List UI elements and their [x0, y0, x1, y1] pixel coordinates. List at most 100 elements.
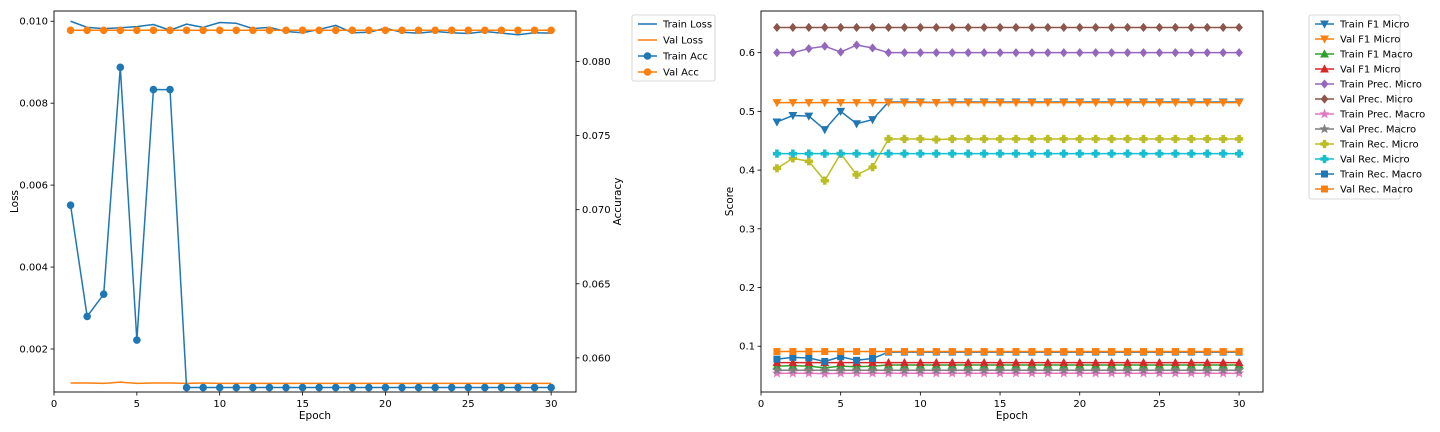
data-point	[1123, 149, 1132, 158]
data-point	[1074, 367, 1085, 378]
data-point	[884, 347, 892, 355]
data-point	[916, 134, 925, 144]
data-point	[1202, 367, 1213, 378]
series-train-loss	[70, 20, 552, 36]
data-point	[884, 48, 893, 58]
data-point	[948, 22, 957, 33]
data-point	[868, 43, 877, 53]
data-point	[1154, 364, 1165, 375]
data-point	[464, 26, 473, 35]
data-point	[789, 48, 797, 58]
data-point	[853, 347, 861, 355]
legend-swatch-marker	[1319, 123, 1330, 134]
legend-swatch-marker	[643, 52, 652, 60]
data-point	[1028, 48, 1036, 58]
data-point	[1091, 48, 1100, 58]
data-point	[1027, 99, 1037, 108]
data-point	[931, 364, 942, 375]
series-train-prec-micro	[773, 40, 1243, 58]
x-tick-label: 25	[462, 399, 475, 410]
data-point	[1170, 367, 1181, 378]
data-point	[1076, 347, 1084, 355]
data-point	[232, 383, 241, 392]
x-tick-label: 10	[914, 399, 927, 410]
legend-swatch-marker	[1320, 139, 1329, 149]
series-train-acc	[66, 63, 555, 392]
x-tick-label: 20	[1073, 399, 1086, 410]
data-point	[1219, 347, 1227, 355]
data-point	[1059, 22, 1068, 33]
data-point	[964, 22, 973, 33]
x-axis: 0 5 10 15 20 25 30	[51, 392, 558, 410]
data-point	[1107, 134, 1116, 144]
legend-swatch-marker	[1320, 49, 1329, 58]
data-point	[837, 347, 845, 355]
data-point	[994, 367, 1006, 378]
data-point	[964, 149, 973, 158]
data-point	[1155, 347, 1163, 355]
data-point	[820, 99, 830, 108]
data-point	[365, 26, 373, 35]
legend-swatch-marker	[1320, 20, 1329, 29]
data-point	[932, 22, 941, 33]
data-point	[884, 22, 893, 33]
series-line-train-f1-macro	[776, 364, 1240, 369]
data-point	[994, 364, 1006, 375]
data-point	[804, 149, 813, 158]
data-point	[116, 63, 125, 72]
legend-box	[631, 14, 716, 82]
data-point	[1139, 99, 1148, 108]
data-point	[414, 26, 423, 35]
data-point	[868, 116, 877, 125]
data-point	[1203, 48, 1212, 58]
data-point	[249, 26, 257, 35]
data-point	[900, 347, 908, 355]
data-point	[497, 26, 506, 35]
y-tick-label: 0.6	[739, 48, 755, 59]
legend-label: Train Rec. Macro	[1339, 170, 1422, 181]
series-val-prec-micro	[773, 22, 1243, 33]
data-point	[980, 149, 989, 158]
data-point	[1138, 364, 1149, 375]
data-point	[931, 367, 942, 378]
data-point	[963, 99, 973, 108]
legend-item-train-prec-micro: Train Prec. Micro	[1315, 79, 1422, 91]
legend-item-train-loss: Train Loss	[638, 20, 712, 31]
legend-item-train-rec-macro: Train Rec. Macro	[1315, 170, 1422, 181]
data-point	[932, 347, 940, 355]
data-point	[916, 48, 925, 58]
data-point	[1090, 364, 1101, 375]
data-point	[1107, 149, 1116, 158]
data-point	[900, 149, 909, 158]
y-tick-label: 0.5	[739, 107, 755, 118]
data-point	[916, 22, 925, 33]
y-tick-label: 0.008	[19, 99, 48, 110]
loss-accuracy-chart: 0 5 10 15 20 25 30Epoch0.0020.0040.0060.0080.0…	[9, 10, 716, 422]
data-point	[1043, 134, 1052, 144]
data-point	[789, 353, 797, 361]
data-point	[964, 48, 973, 58]
legend-label: Val Prec. Macro	[1340, 125, 1416, 136]
plot-area	[771, 22, 1245, 379]
data-point	[1170, 99, 1180, 108]
data-point	[1219, 48, 1228, 58]
data-point	[1202, 364, 1213, 375]
data-point	[947, 99, 957, 108]
data-point	[788, 111, 798, 121]
data-point	[771, 367, 783, 378]
data-point	[1011, 134, 1021, 144]
data-point	[215, 26, 224, 35]
data-point	[915, 367, 926, 378]
data-point	[1235, 22, 1243, 33]
data-point	[1203, 347, 1211, 355]
series-val-f1-micro	[772, 99, 1244, 108]
y-axis: 0.002 0.004 0.006 0.008 0.010	[19, 17, 54, 355]
legend-item-train-prec-macro: Train Prec. Macro	[1315, 108, 1425, 121]
data-point	[947, 364, 958, 375]
data-point	[365, 383, 373, 392]
data-point	[1012, 22, 1020, 33]
x-axis-label: Epoch	[996, 410, 1028, 422]
data-point	[1026, 364, 1038, 375]
data-point	[804, 43, 813, 54]
data-point	[1233, 367, 1245, 378]
